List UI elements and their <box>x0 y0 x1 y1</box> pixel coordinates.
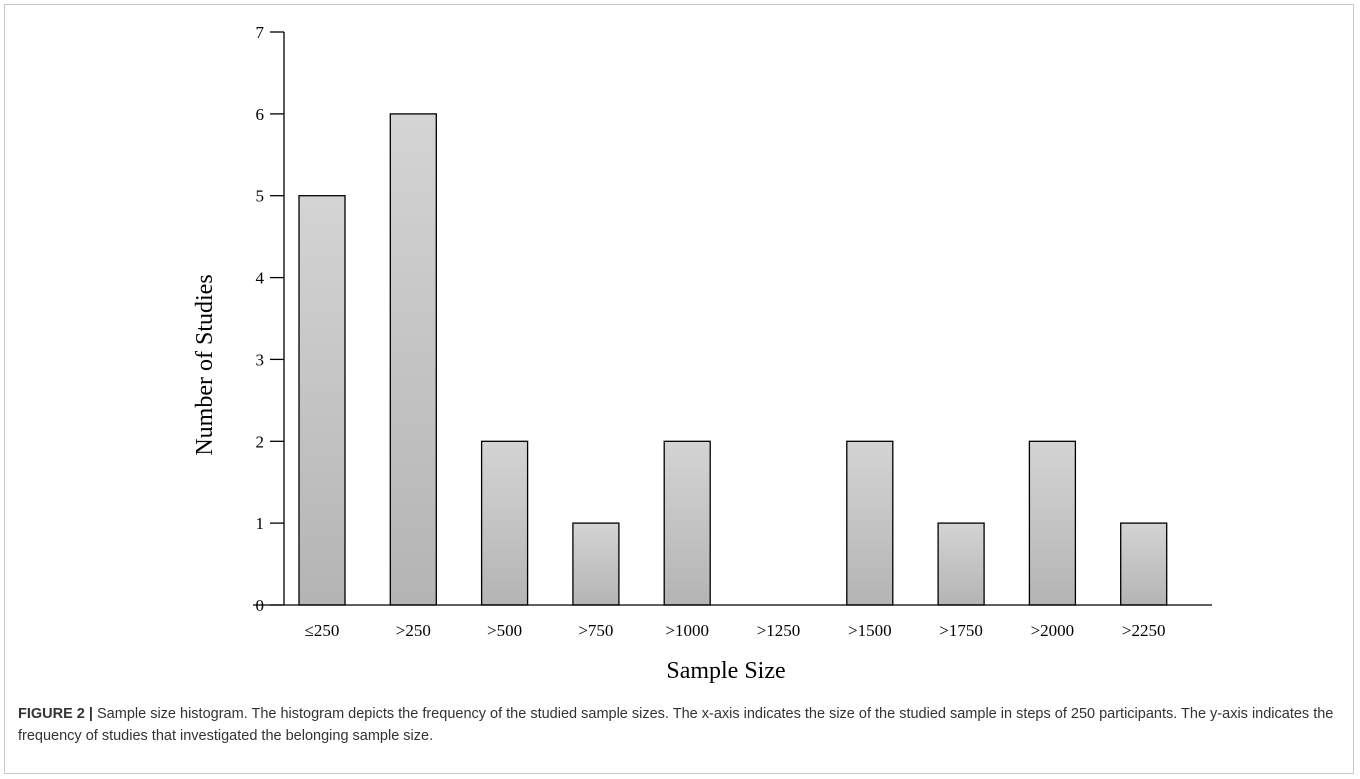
bar-2 <box>480 440 529 606</box>
bar-1 <box>389 113 437 606</box>
x-tick-label: >1250 <box>757 621 801 640</box>
bar-0 <box>298 195 346 606</box>
y-axis-label: Number of Studies <box>192 274 218 455</box>
figure-caption: FIGURE 2 | Sample size histogram. The hi… <box>18 703 1348 747</box>
x-tick-label: >1750 <box>939 621 983 640</box>
x-tick-label: >2000 <box>1031 621 1075 640</box>
figure-frame <box>4 4 1354 774</box>
bar-6 <box>846 440 894 606</box>
bar-7 <box>937 522 985 606</box>
x-tick-label: >500 <box>487 621 522 640</box>
figure-label: FIGURE 2 <box>18 706 85 722</box>
x-tick-label: >250 <box>396 621 431 640</box>
y-tick-label: 2 <box>256 432 265 451</box>
bar-4 <box>663 440 711 606</box>
caption-separator: | <box>84 706 97 722</box>
x-tick-label: ≤250 <box>305 621 340 640</box>
y-tick-label: 4 <box>256 269 265 288</box>
x-tick-label: >1000 <box>665 621 709 640</box>
y-tick-label: 6 <box>256 105 265 124</box>
bar-3 <box>572 522 620 606</box>
y-tick-label: 1 <box>256 514 265 533</box>
x-tick-label: >1500 <box>848 621 892 640</box>
y-tick-label: 3 <box>256 350 265 369</box>
y-tick-label: 5 <box>256 187 265 206</box>
y-tick-label: 0 <box>256 596 265 615</box>
x-axis-label: Sample Size <box>666 658 785 684</box>
caption-text: Sample size histogram. The histogram dep… <box>18 706 1334 744</box>
bar-9 <box>1120 522 1168 606</box>
bar-8 <box>1028 440 1077 606</box>
x-tick-label: >2250 <box>1122 621 1166 640</box>
y-tick-label: 7 <box>256 23 265 42</box>
histogram-chart: ≤250 >250 >500 >750 >1000 >1250 >1500 >1750 >200… <box>192 23 1212 684</box>
x-tick-label: >750 <box>578 621 613 640</box>
